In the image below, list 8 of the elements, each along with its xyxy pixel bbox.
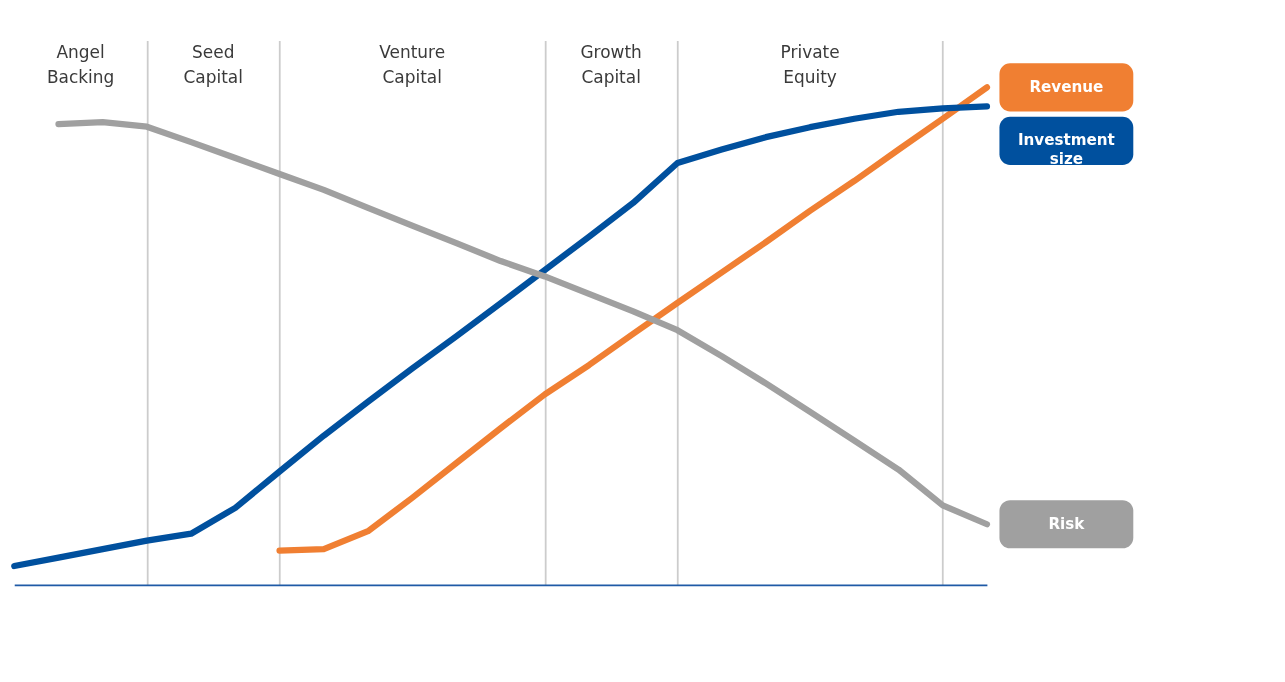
text: Seed Capital (183, 41, 243, 87)
text: Revenue (1029, 77, 1104, 96)
text: Risk (1048, 514, 1086, 533)
text: Growth Capital (580, 41, 642, 87)
text: Angel Backing (46, 41, 115, 87)
text: Investment size (1017, 131, 1115, 169)
text: Venture Capital (379, 41, 446, 87)
text: Private Equity (780, 41, 840, 87)
